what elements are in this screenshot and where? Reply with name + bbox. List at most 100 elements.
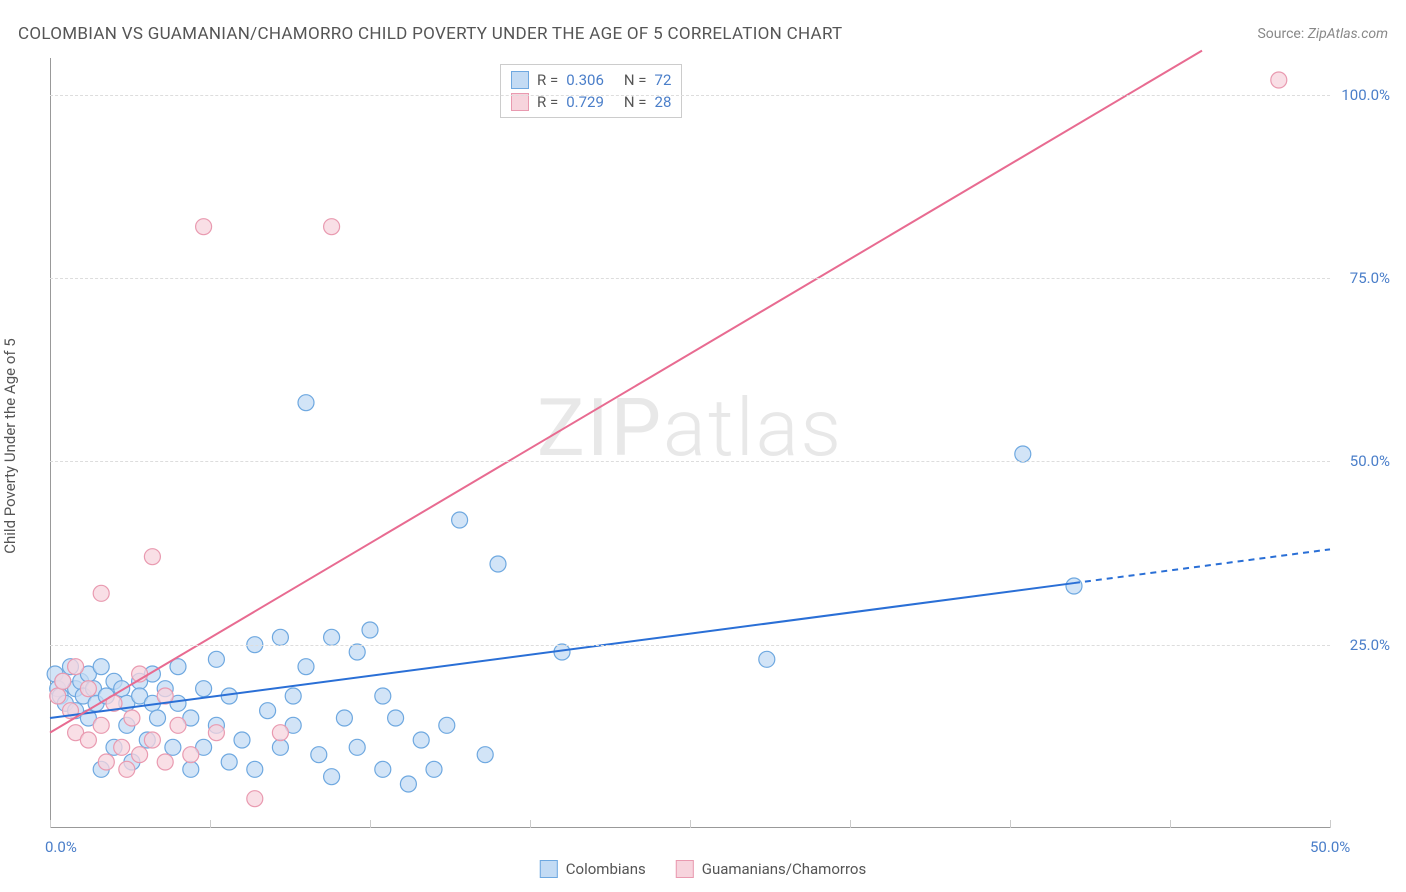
data-point bbox=[144, 549, 160, 565]
data-point bbox=[196, 681, 212, 697]
data-point bbox=[196, 219, 212, 235]
stat-R-value: 0.729 bbox=[566, 93, 604, 111]
data-point bbox=[234, 732, 250, 748]
x-tick bbox=[1170, 820, 1171, 828]
data-point bbox=[208, 651, 224, 667]
data-point bbox=[221, 754, 237, 770]
chart-title: COLOMBIAN VS GUAMANIAN/CHAMORRO CHILD PO… bbox=[18, 24, 843, 44]
bottom-legend-item: Guamanians/Chamorros bbox=[676, 860, 866, 878]
grid-line bbox=[50, 95, 1330, 96]
data-point bbox=[183, 761, 199, 777]
data-point bbox=[260, 703, 276, 719]
grid-line bbox=[50, 461, 1330, 462]
data-point bbox=[272, 725, 288, 741]
plot-svg bbox=[50, 58, 1330, 828]
stat-N-label: N = bbox=[624, 93, 647, 111]
data-point bbox=[324, 769, 340, 785]
stat-legend-row: R = 0.306 N = 72 bbox=[511, 69, 671, 91]
legend-label: Guamanians/Chamorros bbox=[702, 860, 866, 878]
data-point bbox=[93, 659, 109, 675]
stat-N-label: N = bbox=[624, 71, 647, 89]
data-point bbox=[477, 747, 493, 763]
data-point bbox=[98, 754, 114, 770]
legend-swatch bbox=[540, 860, 558, 878]
y-tick-label: 25.0% bbox=[1350, 636, 1390, 654]
x-tick bbox=[530, 820, 531, 828]
legend-swatch bbox=[676, 860, 694, 878]
data-point bbox=[349, 739, 365, 755]
regression-line bbox=[50, 51, 1202, 733]
data-point bbox=[426, 761, 442, 777]
stat-R-value: 0.306 bbox=[566, 71, 604, 89]
data-point bbox=[183, 747, 199, 763]
legend-label: Colombians bbox=[566, 860, 646, 878]
stat-N-value: 28 bbox=[655, 93, 672, 111]
data-point bbox=[93, 585, 109, 601]
data-point bbox=[247, 791, 263, 807]
data-point bbox=[324, 219, 340, 235]
data-point bbox=[114, 739, 130, 755]
regression-line bbox=[50, 583, 1074, 718]
data-point bbox=[144, 732, 160, 748]
y-axis-label: Child Poverty Under the Age of 5 bbox=[1, 338, 19, 554]
data-point bbox=[80, 732, 96, 748]
y-tick-label: 75.0% bbox=[1350, 269, 1390, 287]
y-tick-label: 100.0% bbox=[1341, 86, 1390, 104]
x-tick bbox=[1010, 820, 1011, 828]
data-point bbox=[119, 761, 135, 777]
data-point bbox=[272, 629, 288, 645]
bottom-legend-item: Colombians bbox=[540, 860, 646, 878]
data-point bbox=[375, 761, 391, 777]
data-point bbox=[157, 754, 173, 770]
data-point bbox=[50, 688, 66, 704]
stat-N-value: 72 bbox=[655, 71, 672, 89]
stat-R-label: R = bbox=[537, 71, 558, 89]
data-point bbox=[311, 747, 327, 763]
x-tick bbox=[370, 820, 371, 828]
data-point bbox=[439, 717, 455, 733]
stat-legend: R = 0.306 N = 72 R = 0.729 N = 28 bbox=[500, 64, 682, 118]
data-point bbox=[452, 512, 468, 528]
data-point bbox=[1015, 446, 1031, 462]
x-tick bbox=[1330, 820, 1331, 828]
data-point bbox=[1066, 578, 1082, 594]
data-point bbox=[208, 725, 224, 741]
data-point bbox=[375, 688, 391, 704]
chart-source: Source: ZipAtlas.com bbox=[1257, 26, 1388, 42]
source-name: ZipAtlas.com bbox=[1308, 26, 1388, 42]
data-point bbox=[170, 717, 186, 733]
data-point bbox=[324, 629, 340, 645]
data-point bbox=[298, 395, 314, 411]
data-point bbox=[400, 776, 416, 792]
data-point bbox=[150, 710, 166, 726]
data-point bbox=[124, 710, 140, 726]
grid-line bbox=[50, 645, 1330, 646]
data-point bbox=[1271, 72, 1287, 88]
data-point bbox=[285, 688, 301, 704]
data-point bbox=[165, 739, 181, 755]
x-tick bbox=[690, 820, 691, 828]
x-tick bbox=[210, 820, 211, 828]
data-point bbox=[298, 659, 314, 675]
x-tick bbox=[50, 820, 51, 828]
data-point bbox=[388, 710, 404, 726]
data-point bbox=[349, 644, 365, 660]
data-point bbox=[93, 717, 109, 733]
bottom-legend: Colombians Guamanians/Chamorros bbox=[540, 860, 866, 878]
stat-R-label: R = bbox=[537, 93, 558, 111]
x-tick-label: 0.0% bbox=[45, 838, 77, 856]
data-point bbox=[413, 732, 429, 748]
data-point bbox=[272, 739, 288, 755]
data-point bbox=[132, 747, 148, 763]
data-point bbox=[247, 761, 263, 777]
x-tick-label: 50.0% bbox=[1310, 838, 1350, 856]
data-point bbox=[55, 673, 71, 689]
data-point bbox=[336, 710, 352, 726]
data-point bbox=[68, 659, 84, 675]
legend-swatch bbox=[511, 93, 529, 111]
source-prefix: Source: bbox=[1257, 26, 1307, 42]
regression-line-dashed bbox=[1074, 549, 1330, 583]
y-tick-label: 50.0% bbox=[1350, 452, 1390, 470]
legend-swatch bbox=[511, 71, 529, 89]
data-point bbox=[80, 681, 96, 697]
